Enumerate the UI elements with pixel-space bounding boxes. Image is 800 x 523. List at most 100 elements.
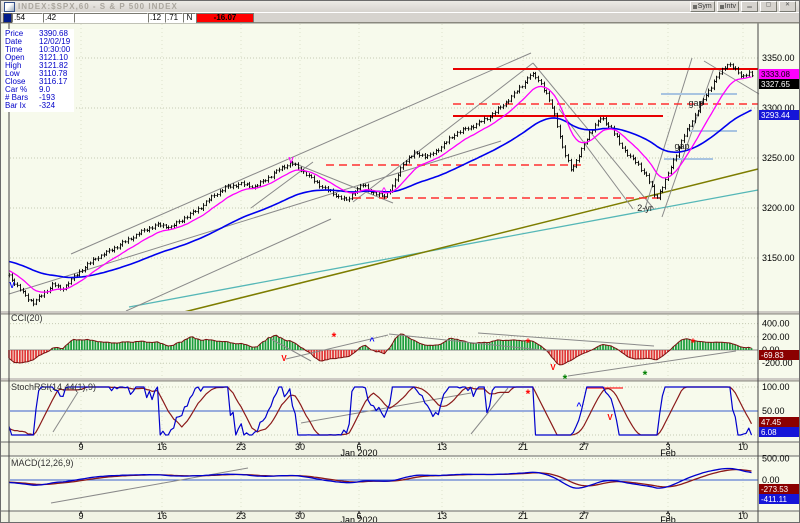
cci-histogram-bar	[32, 350, 35, 360]
sym-button[interactable]: Sym	[689, 1, 715, 12]
value-field-2[interactable]: .42	[43, 12, 74, 23]
cci-histogram-bar	[137, 341, 140, 350]
chart-annotation: gap	[674, 141, 689, 151]
cci-histogram-bar	[726, 342, 729, 350]
cci-histogram-bar	[415, 341, 418, 350]
x-axis-label: 21	[518, 511, 528, 521]
cci-histogram-bar	[162, 343, 164, 350]
signal-marker: *	[526, 336, 531, 350]
cci-histogram-bar	[391, 343, 394, 350]
cci-histogram-bar	[156, 341, 159, 350]
cci-histogram-bar	[723, 342, 726, 350]
cci-histogram-bar	[126, 341, 129, 350]
cci-histogram-bar	[367, 347, 369, 350]
cci-histogram-bar	[288, 340, 291, 350]
cci-histogram-bar	[715, 342, 718, 350]
cci-histogram-bar	[378, 350, 380, 352]
cci-histogram-bar	[221, 341, 224, 350]
signal-marker: V	[607, 413, 613, 422]
cci-histogram-bar	[459, 340, 461, 350]
cci-histogram-bar	[537, 344, 540, 350]
cci-histogram-bar	[693, 340, 696, 350]
cci-histogram-bar	[550, 350, 553, 358]
macd-axis-label: 0.00	[762, 475, 780, 485]
x-axis-label: 30	[295, 511, 305, 521]
value-field-1[interactable]: .54	[12, 12, 43, 23]
value-field-empty-1[interactable]	[74, 12, 148, 23]
cci-histogram-bar	[418, 343, 421, 350]
price-axis-label: 3250.00	[762, 153, 795, 163]
cci-histogram-bar	[434, 344, 437, 350]
x-axis-label: 6	[356, 511, 361, 521]
status-box-icon	[3, 12, 12, 23]
signal-marker: V	[9, 281, 15, 290]
cci-histogram-bar	[437, 344, 440, 350]
cci-histogram-bar	[750, 348, 753, 350]
app-icon	[4, 1, 15, 12]
cci-histogram-bar	[170, 345, 172, 350]
cci-histogram-bar	[270, 337, 272, 350]
cci-histogram-bar	[16, 350, 18, 363]
signal-marker: *	[691, 336, 696, 350]
last-value-band	[759, 427, 799, 437]
cci-histogram-bar	[672, 346, 675, 350]
signal-marker: *	[643, 368, 648, 382]
cci-histogram-bar	[251, 347, 253, 350]
cci-histogram-bar	[132, 342, 135, 350]
cci-histogram-bar	[396, 336, 399, 350]
cci-histogram-bar	[21, 350, 24, 363]
minimize-button[interactable]: ▁	[741, 1, 758, 12]
cci-histogram-bar	[558, 350, 561, 365]
last-value-band	[759, 110, 799, 120]
cci-histogram-bar	[707, 342, 710, 350]
value-field-4[interactable]: .71	[165, 12, 183, 23]
value-field-3[interactable]: .12	[148, 12, 165, 23]
x-axis-label: 23	[236, 511, 246, 521]
olive-trendline	[183, 168, 759, 313]
cci-histogram-bar	[205, 339, 207, 350]
cci-histogram-bar	[631, 350, 634, 359]
cci-histogram-bar	[116, 343, 118, 350]
cci-histogram-bar	[375, 350, 378, 352]
cci-histogram-bar	[407, 337, 410, 350]
cci-histogram-bar	[321, 350, 324, 361]
signal-marker: V	[550, 363, 556, 372]
cci-histogram-bar	[329, 350, 332, 359]
cci-histogram-bar	[518, 340, 521, 350]
cci-histogram-bar	[37, 350, 40, 356]
cci-panel-label: CCI(20)	[11, 313, 43, 323]
titlebar[interactable]: INDEX:$SPX,60 - S & P 500 INDEX Sym Intv…	[1, 1, 799, 12]
cci-histogram-bar	[326, 350, 329, 360]
cci-histogram-bar	[153, 342, 156, 350]
cci-histogram-bar	[35, 350, 37, 358]
intv-button[interactable]: Intv	[716, 1, 739, 12]
cci-histogram-bar	[542, 348, 545, 350]
cci-histogram-bar	[361, 345, 364, 350]
cci-histogram-bar	[637, 350, 639, 359]
maximize-button[interactable]: ▢	[760, 1, 777, 12]
last-value-band	[759, 417, 799, 427]
x-axis-label: 23	[236, 442, 246, 452]
cci-histogram-bar	[229, 342, 232, 350]
cci-histogram-bar	[70, 340, 72, 350]
macd-panel-label: MACD(12,26,9)	[11, 458, 74, 468]
close-button[interactable]: ✕	[779, 1, 796, 12]
cci-histogram-bar	[680, 340, 683, 350]
cci-histogram-bar	[421, 344, 423, 350]
info-row: Bar Ix -324	[5, 101, 56, 110]
cci-histogram-bar	[129, 342, 132, 350]
cci-histogram-bar	[348, 350, 351, 357]
gray-trendline	[661, 67, 715, 218]
cci-histogram-bar	[342, 350, 345, 358]
cci-histogram-bar	[259, 344, 261, 350]
cci-histogram-bar	[256, 346, 259, 350]
last-value-label: -411.11	[761, 495, 787, 504]
cci-histogram-bar	[210, 339, 213, 350]
cci-histogram-bar	[486, 342, 488, 350]
cci-histogram-bar	[445, 340, 448, 350]
cci-histogram-bar	[442, 342, 445, 350]
cci-axis-label: -200.00	[762, 358, 793, 368]
cci-histogram-bar	[629, 350, 631, 358]
cci-histogram-bar	[448, 338, 450, 350]
